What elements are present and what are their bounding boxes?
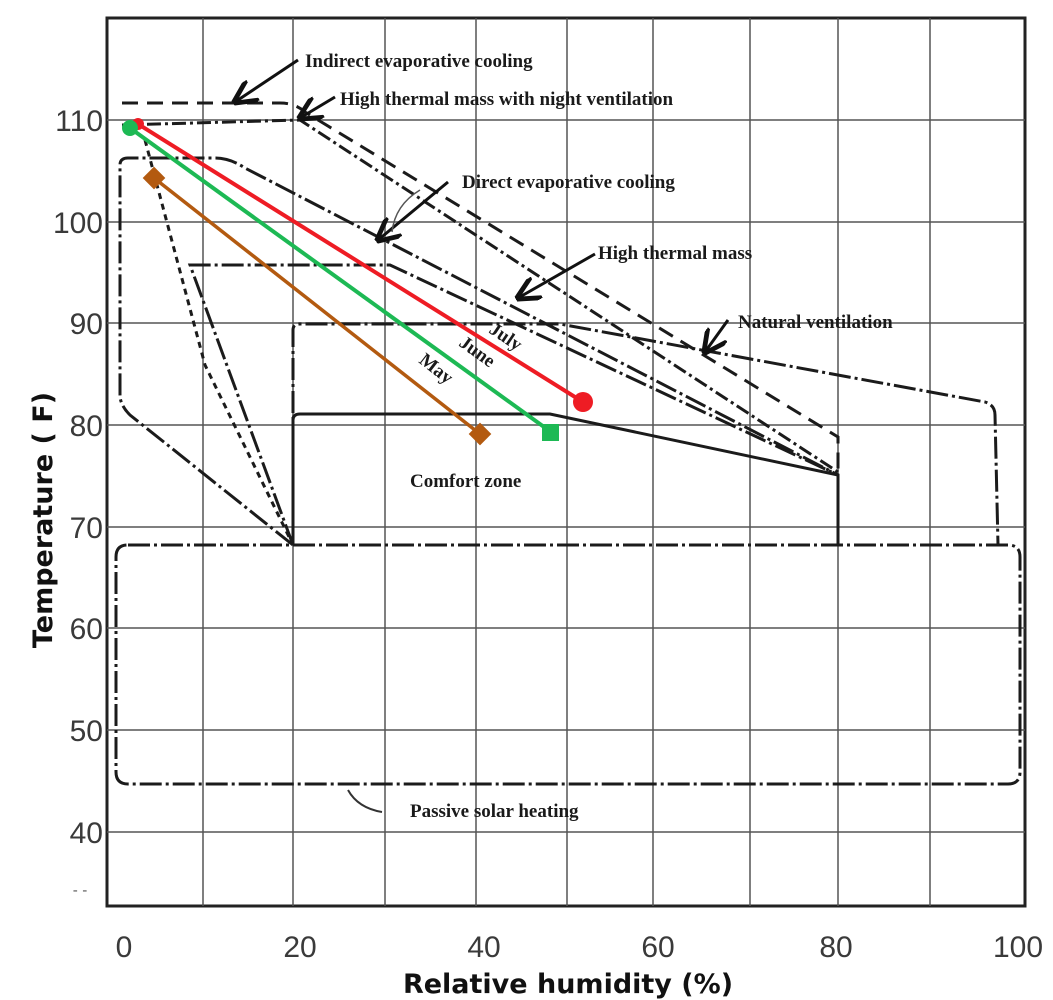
plot-area [105,16,1027,908]
svg-text:40: 40 [467,931,500,964]
y-axis-title: Temperature ( F) [28,392,59,648]
svg-text:70: 70 [70,512,103,545]
label-comfort-zone: Comfort zone [410,471,521,492]
svg-text:60: 60 [641,931,674,964]
label-passive-solar-heating: Passive solar heating [410,801,579,822]
label-may: May [415,349,457,389]
y-axis-ticks: 110 100 90 80 70 60 50 40 - - [53,105,103,899]
zone-direct-evaporative-cooling [118,156,839,547]
svg-text:90: 90 [70,308,103,341]
x-axis-ticks: 0 20 40 60 80 100 [116,931,1043,964]
label-indirect-evaporative-cooling: Indirect evaporative cooling [305,51,533,72]
series-july [132,118,593,412]
label-direct-evaporative-cooling: Direct evaporative cooling [462,172,675,193]
x-axis-title: Relative humidity (%) [403,969,733,1000]
svg-text:50: 50 [70,715,103,748]
svg-text:60: 60 [70,613,103,646]
svg-text:110: 110 [55,105,103,138]
series-may [142,166,492,446]
svg-text:0: 0 [116,931,133,964]
june-end-marker [542,424,559,441]
series-june [122,120,559,441]
july-end-marker [573,392,593,412]
zone-night-vent-inner [143,139,295,546]
vertical-gridlines [202,18,931,906]
svg-text:40: 40 [70,817,103,850]
zone-high-thermal-mass [187,263,839,546]
svg-text:20: 20 [283,931,316,964]
svg-text:100: 100 [53,207,103,240]
label-natural-ventilation: Natural ventilation [738,312,893,333]
y-tick-cut: - - [73,883,88,899]
svg-text:80: 80 [819,931,852,964]
zone-passive-solar-heating [114,543,1022,786]
annotation-arrows [235,58,730,813]
svg-text:80: 80 [70,410,103,443]
horizontal-gridlines [107,119,1025,833]
may-end-marker [468,422,492,446]
june-start-marker [122,120,138,136]
label-high-thermal-mass: High thermal mass [598,243,752,264]
svg-text:100: 100 [993,931,1043,964]
label-high-thermal-mass-night-ventilation: High thermal mass with night ventilation [340,89,673,110]
zone-natural-ventilation [291,322,1000,546]
